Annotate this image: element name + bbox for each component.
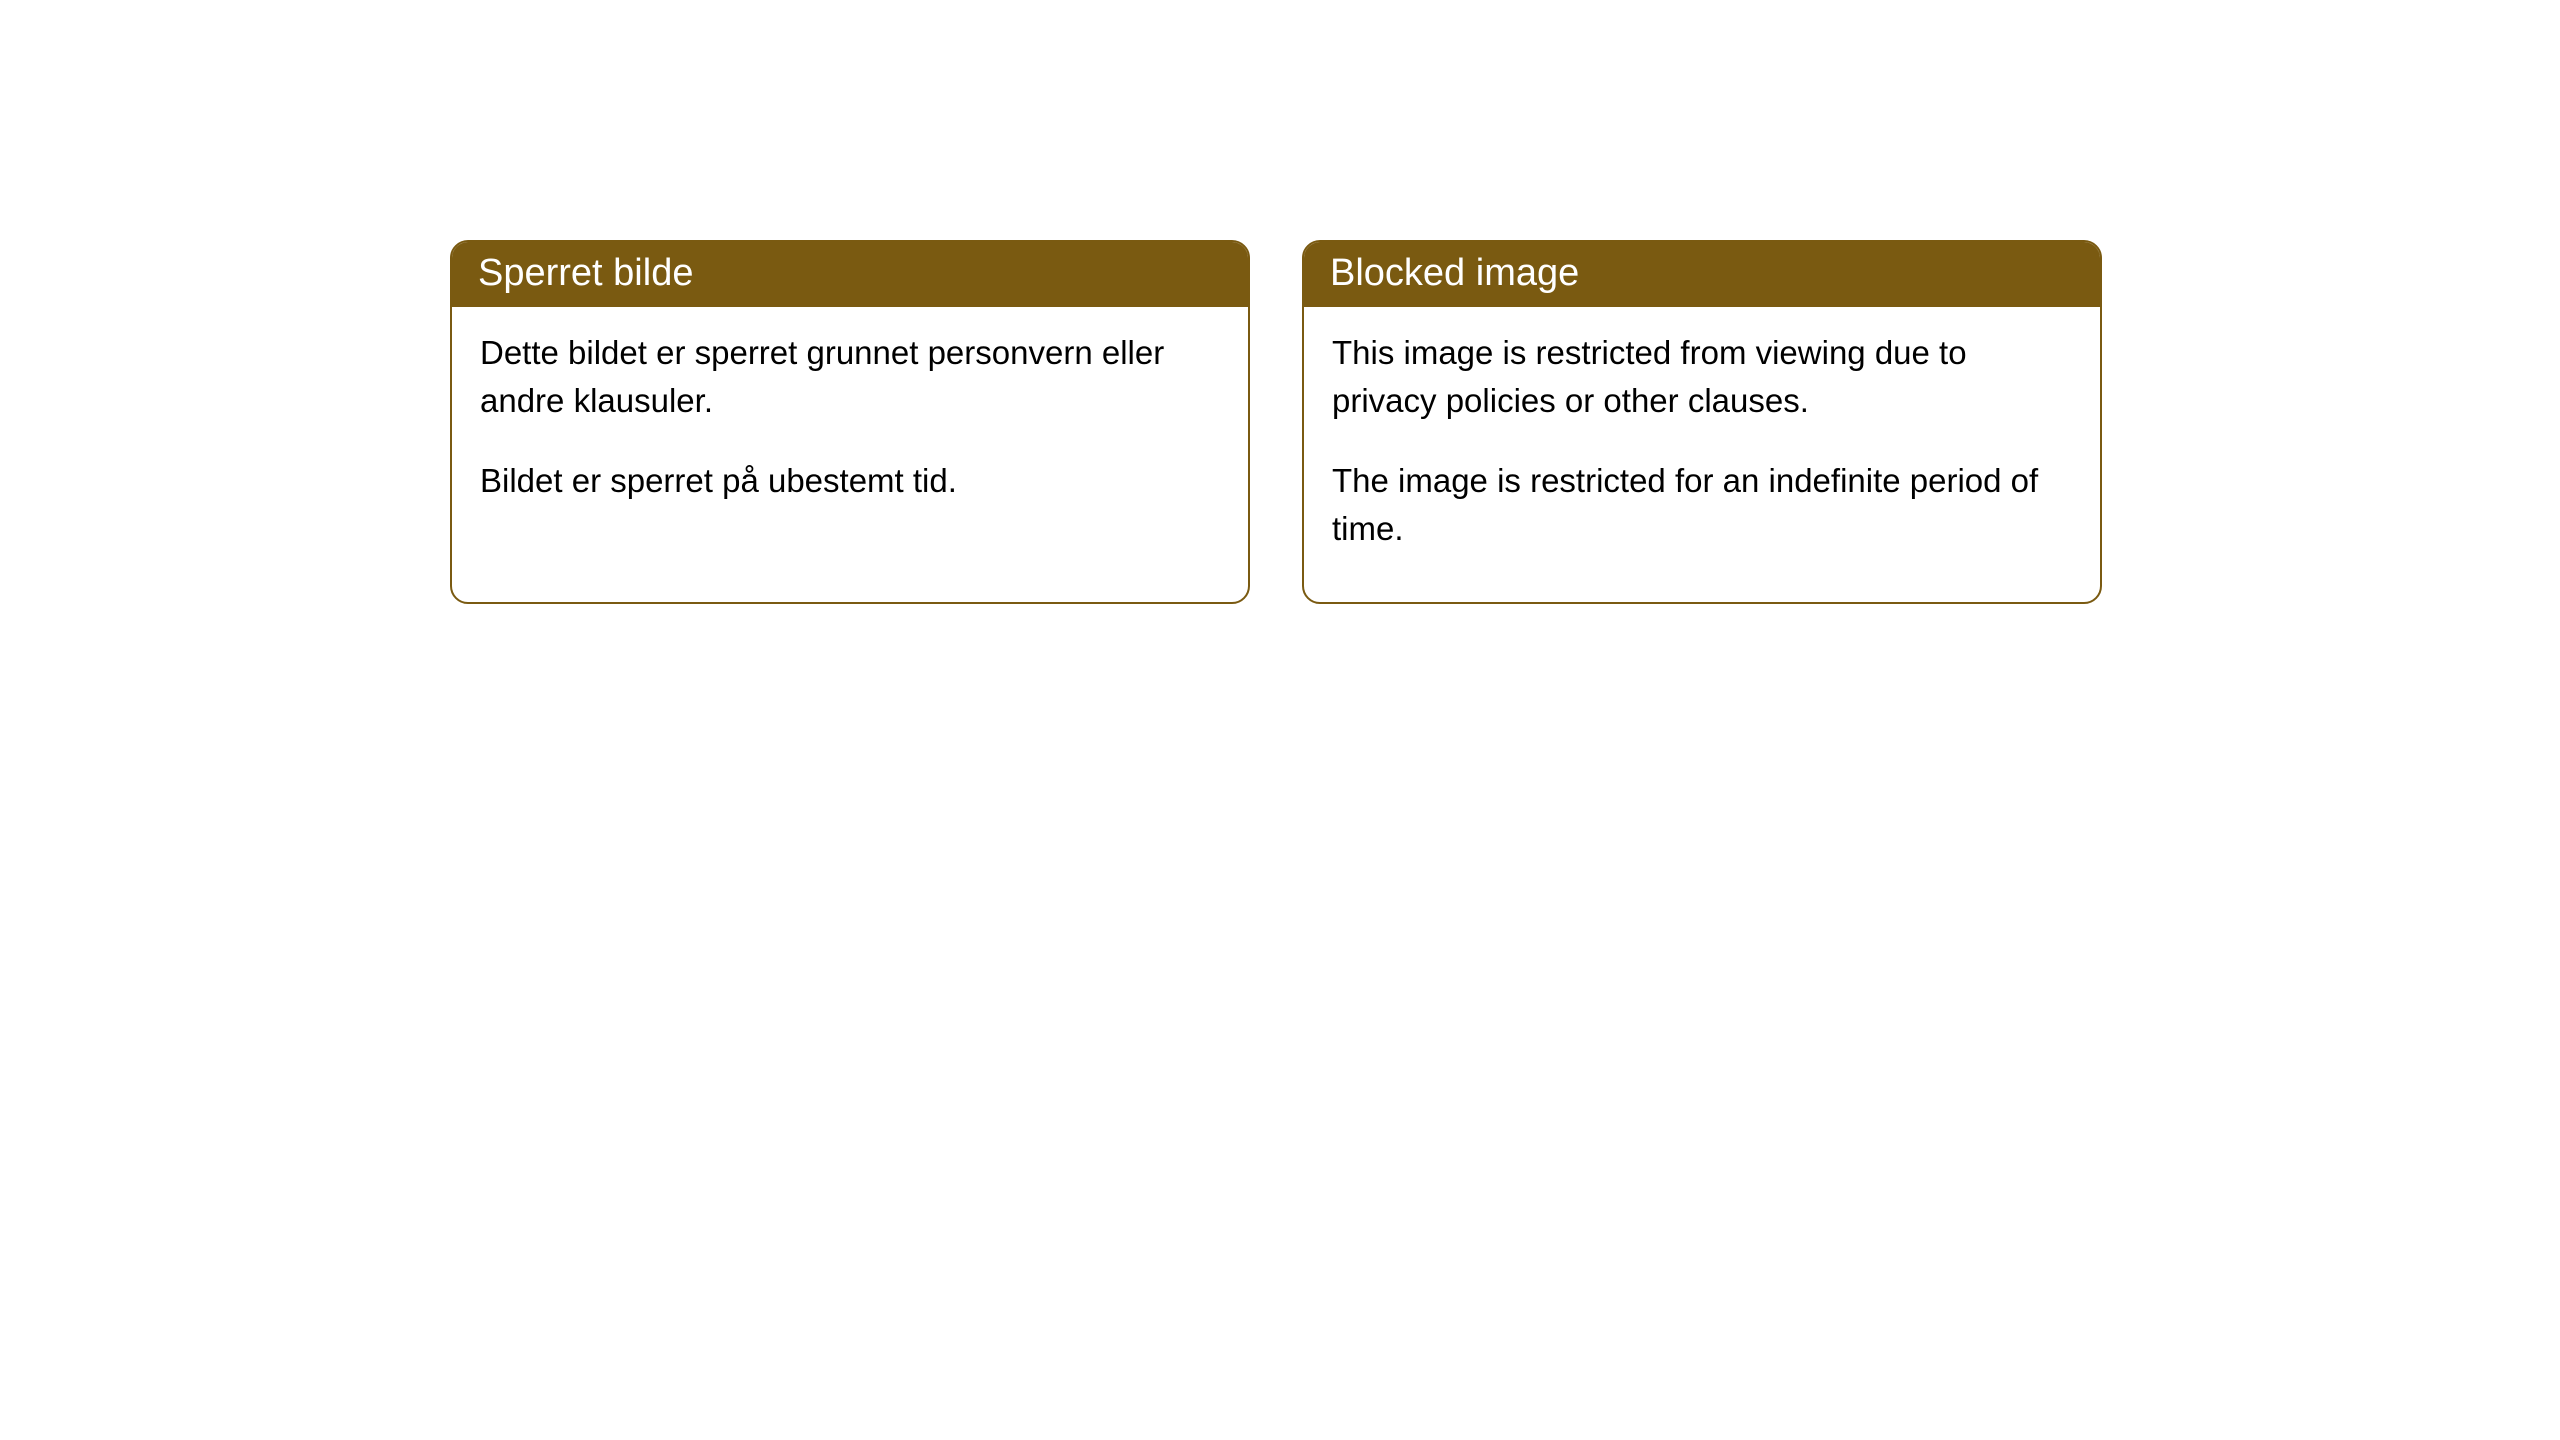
card-header-english: Blocked image xyxy=(1304,242,2100,307)
card-paragraph: Bildet er sperret på ubestemt tid. xyxy=(480,457,1220,505)
notice-cards-container: Sperret bilde Dette bildet er sperret gr… xyxy=(450,240,2102,604)
card-header-norwegian: Sperret bilde xyxy=(452,242,1248,307)
card-body-norwegian: Dette bildet er sperret grunnet personve… xyxy=(452,307,1248,555)
card-paragraph: Dette bildet er sperret grunnet personve… xyxy=(480,329,1220,425)
card-paragraph: This image is restricted from viewing du… xyxy=(1332,329,2072,425)
notice-card-english: Blocked image This image is restricted f… xyxy=(1302,240,2102,604)
notice-card-norwegian: Sperret bilde Dette bildet er sperret gr… xyxy=(450,240,1250,604)
card-title: Blocked image xyxy=(1330,252,1579,294)
card-paragraph: The image is restricted for an indefinit… xyxy=(1332,457,2072,553)
card-title: Sperret bilde xyxy=(478,252,693,294)
card-body-english: This image is restricted from viewing du… xyxy=(1304,307,2100,602)
